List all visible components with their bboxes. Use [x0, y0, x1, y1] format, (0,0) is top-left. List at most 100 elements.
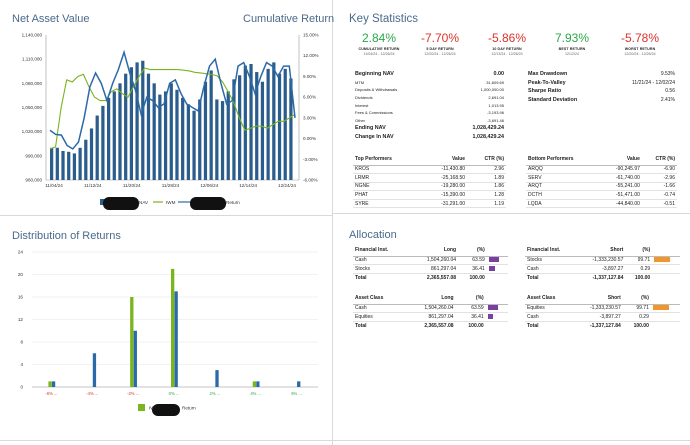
row-label: MTM — [355, 79, 365, 85]
allocation-bar-cell — [652, 264, 680, 274]
stat-card-value: 2.84% — [361, 31, 397, 45]
table-cell: NGNE — [353, 182, 421, 192]
table-row: DCTH -51,471.00 -0.74 — [526, 190, 677, 200]
row-value: 9.53% — [660, 71, 675, 78]
row-label: Change In NAV — [355, 134, 394, 141]
nav-bar — [226, 91, 230, 180]
table-row: KROS -11,430.80 2.96 — [353, 165, 506, 175]
y-left-tick-label: 1,050,000 — [22, 105, 43, 110]
y-left-tick-label: 960,000 — [25, 178, 42, 183]
table-cell: 1,504,260.04 — [408, 256, 459, 266]
allocation-bar — [487, 305, 498, 311]
stat-card: -5.86% 10 DAY RETURN 12/13/24 - 12/26/24 — [476, 31, 538, 56]
table-row: SYRE -31,291.00 1.19 — [353, 199, 506, 209]
empty-cell — [486, 321, 508, 330]
stat-card: 2.84% CUMULATIVE RETURN 11/04/24 - 12/26/2… — [348, 31, 410, 56]
table-cell: Equities — [525, 304, 573, 314]
nav-bar — [67, 151, 71, 180]
y-left-tick-label: 1,080,000 — [22, 81, 43, 86]
row-label: Deposits & Withdrawals — [355, 87, 398, 93]
total-row: Total -1,337,127.84 100.00 — [525, 273, 680, 282]
redaction-mark — [190, 197, 226, 210]
table-row: Equities -1,333,230.57 99.71 — [525, 304, 680, 314]
nav-bar — [61, 151, 65, 180]
y-tick-label: 0 — [20, 385, 23, 390]
allocation-bar — [488, 266, 495, 272]
table-cell: -15,390.00 — [420, 190, 468, 200]
table-cell: -1,333,230.57 — [576, 256, 626, 266]
allocation-bar-cell — [650, 304, 680, 314]
allocation-bar-cell — [650, 312, 680, 322]
nav-bar — [192, 110, 196, 180]
table-row: Beginning NAV 0.00 — [353, 70, 506, 79]
nav-bar — [249, 64, 253, 180]
y-tick-label: 12 — [18, 317, 24, 322]
table-cell: -61,740.00 — [600, 173, 642, 183]
table-row: LQDA -44,840.00 -0.51 — [526, 199, 677, 209]
table-cell: ARQQ — [526, 165, 601, 175]
long-financial-table: Financial Inst. Long (%) Cash 1,504,260.04 63… — [353, 245, 508, 282]
table-row: Max Drawdown 9.53% — [526, 70, 677, 79]
row-label: Standard Deviation — [528, 97, 578, 104]
y-tick-label: 8 — [20, 340, 23, 345]
nav-bar — [50, 147, 54, 180]
table-cell: 2.96 — [467, 165, 506, 175]
bar-column-header — [486, 245, 508, 257]
nav-bar — [106, 97, 111, 180]
bar-column-header — [650, 293, 680, 305]
y-left-tick-label: 1,110,000 — [22, 57, 43, 62]
table-cell: -0.74 — [641, 190, 677, 200]
nav-panel-title: Net Asset Value — [12, 13, 90, 25]
column-header: (%) — [455, 293, 486, 305]
table-cell: 1.86 — [467, 182, 506, 192]
stat-card-value: -5.78% — [620, 31, 660, 45]
table-cell: 36.41 — [458, 264, 487, 274]
column-header: Asset Class — [525, 293, 573, 305]
x-tick-label: 11/04/24 — [45, 183, 63, 188]
stat-card-value: -5.86% — [487, 31, 527, 45]
x-tick-label: 11/12/24 — [84, 183, 102, 188]
allocation-bar — [654, 257, 671, 263]
table-cell: 861,297.04 — [403, 312, 456, 322]
nav-bar — [135, 62, 139, 181]
nav-bar — [175, 89, 179, 180]
nav-bar — [101, 105, 105, 180]
x-tick-label: 11/28/24 — [162, 183, 180, 188]
nav-bar — [141, 60, 145, 180]
bar-column-header — [485, 293, 508, 305]
nav-bar — [124, 73, 128, 180]
nav-bar — [272, 62, 276, 181]
table-row: ARQQ -90,245.97 -6.90 — [526, 165, 677, 175]
row-value: 2.41% — [660, 97, 675, 104]
table-row: Interest 1,013.95 — [353, 101, 506, 109]
column-header: Short — [572, 293, 623, 305]
header-row: Financial Inst. Short (%) — [525, 245, 680, 257]
table-cell: -1.66 — [641, 182, 677, 192]
row-label: Sharpe Ratio — [528, 88, 562, 95]
stat-card-label: BEST RETURN — [558, 47, 586, 51]
return-bar — [133, 330, 137, 387]
table-cell: -1,337,127.84 — [589, 322, 621, 329]
row-label: Ending NAV — [355, 125, 386, 132]
table-row: Stocks 861,297.04 36.41 — [353, 264, 508, 274]
table-cell: 100.00 — [468, 322, 484, 329]
x-tick-label: -4% ... — [86, 391, 98, 396]
table-row: PHAT -15,390.00 1.28 — [353, 190, 506, 200]
y-tick-label: 24 — [18, 250, 24, 255]
row-label: Interest — [355, 102, 369, 108]
table-cell: SERV — [526, 173, 601, 183]
table-row: Fees & Commissions -3,193.96 — [353, 109, 506, 117]
table-cell: -0.51 — [641, 199, 677, 209]
x-tick-label: 12/24/24 — [278, 183, 296, 188]
x-tick-label: 6% ... — [291, 391, 302, 396]
column-header: (%) — [622, 293, 651, 305]
nav-bar — [118, 83, 122, 180]
table-row: Sharpe Ratio 0.56 — [526, 87, 677, 96]
table-cell: Cash — [353, 304, 404, 314]
row-label: Beginning NAV — [355, 71, 394, 78]
table-cell: 2,365,557.08 — [426, 274, 457, 281]
nav-bar — [158, 94, 162, 180]
stat-card-label: WORST RETURN — [624, 47, 656, 51]
stat-card-dates: 12/12/24 — [565, 52, 579, 56]
table-cell: 0.29 — [622, 312, 651, 322]
